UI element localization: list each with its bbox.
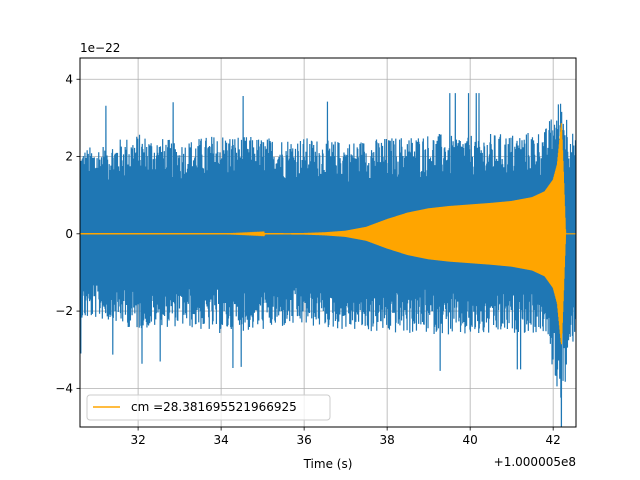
legend-box	[86, 394, 331, 421]
x-tick-label: 42	[546, 433, 561, 447]
y-tick-label: 2	[65, 150, 73, 164]
x-tick-label: 36	[296, 433, 311, 447]
ticks: 32 34 36 38 40 42 −4 −2 0 2 4	[55, 72, 561, 447]
plot-frame	[79, 57, 577, 428]
noise-series-line	[80, 93, 576, 427]
y-tick-label: 0	[65, 227, 73, 241]
x-axis-label: Time (s)	[303, 457, 353, 471]
y-tick-label: −2	[55, 304, 73, 318]
legend-label: cm =28.381695521966925	[131, 400, 297, 414]
x-tick-label: 32	[130, 433, 145, 447]
y-tick-label: 4	[65, 72, 73, 86]
y-scale-label: 1e−22	[80, 41, 120, 55]
plot-series	[80, 93, 576, 427]
x-tick-label: 38	[380, 433, 395, 447]
x-tick-label: 40	[463, 433, 478, 447]
legend: cm =28.381695521966925	[86, 394, 331, 421]
x-offset-label: +1.000005e8	[494, 455, 576, 469]
y-tick-label: −4	[55, 381, 73, 395]
x-tick-label: 34	[213, 433, 228, 447]
